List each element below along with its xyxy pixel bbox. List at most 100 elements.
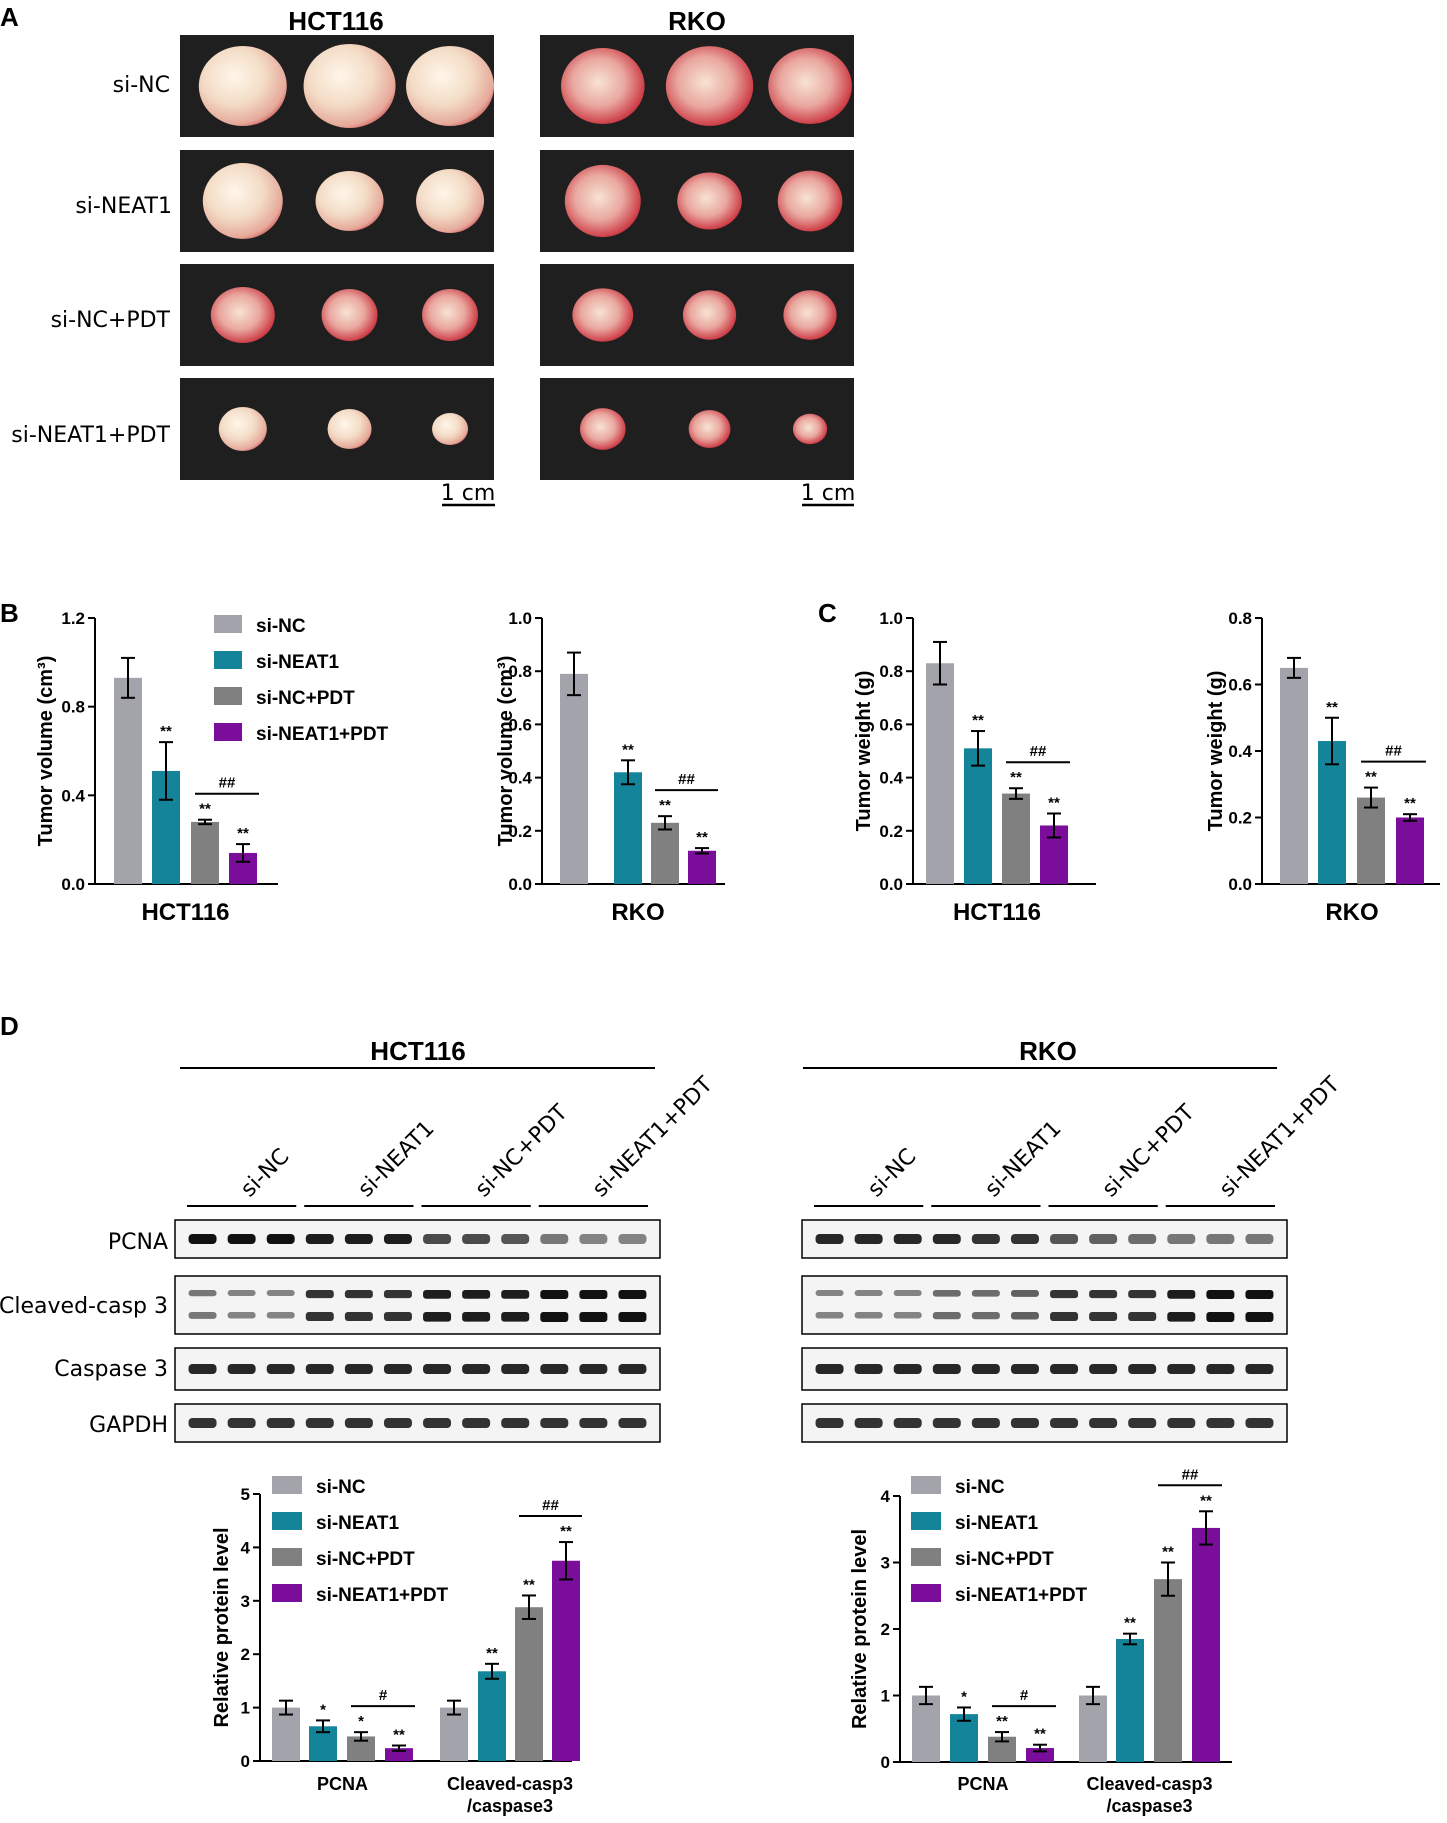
significance-mark: ** bbox=[199, 801, 211, 818]
significance-mark: ** bbox=[560, 1523, 572, 1540]
blot-band bbox=[266, 1312, 295, 1319]
blot-band bbox=[462, 1312, 491, 1322]
y-axis-label: Tumor volume (cm³) bbox=[495, 656, 517, 847]
x-axis-label: RKO bbox=[1325, 899, 1378, 926]
y-tick-label: 0.6 bbox=[508, 715, 532, 734]
blot-band bbox=[540, 1234, 569, 1244]
significance-mark: ** bbox=[1034, 1726, 1046, 1743]
x-category-label: PCNA bbox=[957, 1774, 1008, 1794]
western-blot-panel: HCT116 RKO PCNA Cleaved-casp 3 Caspase 3… bbox=[0, 1036, 1345, 1443]
blot-band bbox=[462, 1418, 491, 1428]
significance-mark: ** bbox=[1124, 1615, 1136, 1632]
tumor bbox=[768, 48, 852, 124]
tumor bbox=[682, 290, 737, 340]
y-tick-label: 4 bbox=[241, 1538, 251, 1557]
blot-band bbox=[462, 1364, 491, 1374]
blot-band bbox=[1245, 1364, 1274, 1374]
bar bbox=[926, 663, 954, 884]
chart: 0.0 0.2 0.4 0.6 0.8 1.0 Tumor weight (g) ** ** **… bbox=[853, 609, 1096, 926]
blot-row-label: Cleaved-casp 3 bbox=[0, 1294, 168, 1319]
blot-band bbox=[540, 1290, 569, 1299]
blot-band bbox=[1206, 1290, 1235, 1299]
legend-swatch bbox=[911, 1548, 941, 1566]
blot-band bbox=[188, 1364, 217, 1374]
photo-cell-hct116: HCT116 bbox=[288, 6, 383, 36]
blot-band bbox=[893, 1290, 922, 1296]
x-category-label: /caspase3 bbox=[467, 1796, 553, 1816]
y-tick-label: 1.2 bbox=[61, 609, 85, 628]
blot-row-label: PCNA bbox=[108, 1230, 168, 1255]
blot-band bbox=[344, 1364, 373, 1374]
blot-strip bbox=[174, 1347, 661, 1391]
lane-label: si-NC bbox=[863, 1144, 921, 1202]
y-tick-label: 1 bbox=[241, 1699, 250, 1718]
blot-band bbox=[1050, 1312, 1079, 1321]
y-tick-label: 1.0 bbox=[508, 609, 532, 628]
blot-band bbox=[1245, 1290, 1274, 1299]
panel-label-d: D bbox=[0, 1011, 19, 1041]
legend-label: si-NEAT1 bbox=[256, 652, 339, 673]
blot-band bbox=[1206, 1312, 1235, 1322]
blot-band bbox=[618, 1290, 647, 1299]
blot-band bbox=[1089, 1418, 1118, 1428]
blot-band bbox=[579, 1234, 608, 1244]
x-axis-label: HCT116 bbox=[953, 899, 1041, 926]
blot-band bbox=[305, 1290, 334, 1299]
scale-bar-label: 1 cm bbox=[801, 481, 856, 506]
y-axis-label: Tumor weight (g) bbox=[853, 671, 875, 832]
legend-swatch bbox=[272, 1512, 302, 1530]
y-tick-label: 0.0 bbox=[1228, 875, 1252, 894]
blot-band bbox=[932, 1418, 961, 1428]
blot-band bbox=[501, 1234, 530, 1244]
y-axis-label: Tumor volume (cm³) bbox=[35, 656, 57, 847]
bracket-label: ## bbox=[542, 1497, 559, 1514]
chart: 0.0 0.2 0.4 0.6 0.8 Tumor weight (g) ** ** ** ## R… bbox=[1205, 609, 1440, 926]
blot-band bbox=[1050, 1290, 1079, 1299]
blot-band bbox=[815, 1312, 844, 1319]
blot-strip bbox=[174, 1275, 661, 1335]
blot-band bbox=[1089, 1312, 1118, 1321]
bar bbox=[688, 850, 716, 884]
blot-band bbox=[383, 1364, 412, 1374]
tumor bbox=[561, 48, 645, 124]
blot-band bbox=[305, 1364, 334, 1374]
blot-band bbox=[971, 1364, 1000, 1374]
bar bbox=[478, 1671, 506, 1761]
tumor bbox=[777, 170, 843, 232]
bar bbox=[1357, 797, 1385, 884]
blot-band bbox=[579, 1290, 608, 1299]
lane-label: si-NC+PDT bbox=[1098, 1100, 1201, 1203]
blot-band bbox=[1245, 1312, 1274, 1322]
blot-band bbox=[1206, 1418, 1235, 1428]
blot-band bbox=[815, 1364, 844, 1374]
y-tick-label: 0.8 bbox=[1228, 609, 1252, 628]
legend-swatch bbox=[911, 1512, 941, 1530]
y-tick-label: 0 bbox=[881, 1753, 890, 1772]
tumor bbox=[792, 413, 828, 445]
y-tick-label: 0.0 bbox=[508, 875, 532, 894]
y-tick-label: 3 bbox=[241, 1592, 250, 1611]
blot-band bbox=[1010, 1312, 1039, 1320]
legend-swatch bbox=[911, 1476, 941, 1494]
blot-band bbox=[971, 1312, 1000, 1320]
blot-band bbox=[1128, 1290, 1157, 1299]
y-tick-label: 0.4 bbox=[1228, 742, 1252, 761]
blot-band bbox=[1089, 1234, 1118, 1244]
blot-band bbox=[1010, 1418, 1039, 1428]
blot-band bbox=[305, 1234, 334, 1244]
blot-band bbox=[854, 1364, 883, 1374]
blot-band bbox=[932, 1234, 961, 1244]
blot-strip bbox=[174, 1403, 661, 1443]
blot-strip bbox=[174, 1219, 661, 1259]
blot-band bbox=[344, 1290, 373, 1299]
significance-mark: ** bbox=[523, 1576, 535, 1593]
x-axis-label: HCT116 bbox=[141, 899, 229, 926]
blot-band bbox=[423, 1290, 452, 1299]
blot-band bbox=[854, 1312, 883, 1319]
y-tick-label: 0.6 bbox=[1228, 676, 1252, 695]
bar bbox=[964, 748, 992, 884]
blot-band bbox=[932, 1312, 961, 1320]
blot-band bbox=[1089, 1290, 1118, 1299]
